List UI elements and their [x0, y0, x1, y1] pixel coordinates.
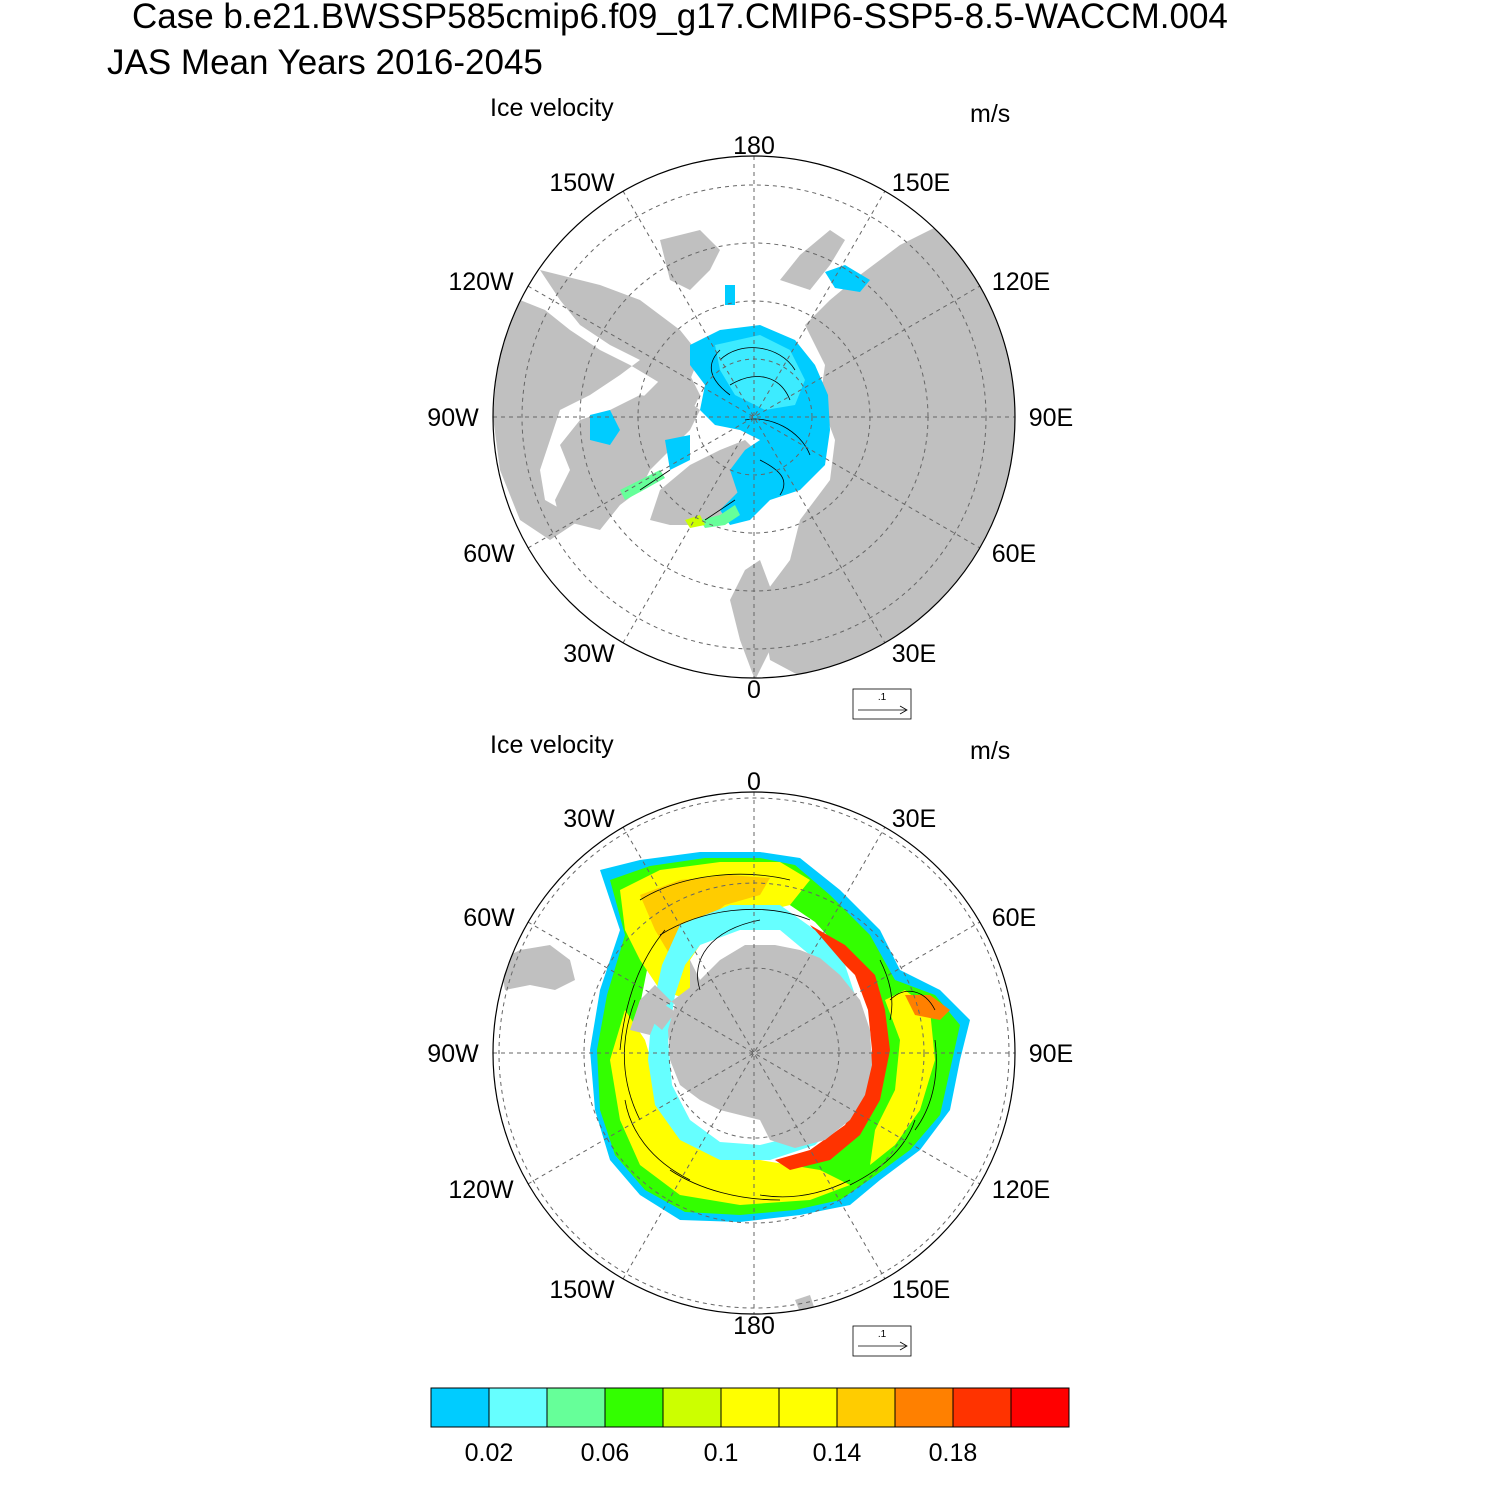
north-lon-label: 60W — [463, 540, 515, 568]
south-lon-label: 180 — [733, 1312, 775, 1340]
colorbar-box — [1010, 1387, 1070, 1428]
south-ice-east-hotspot — [905, 995, 950, 1020]
north-lon-label: 180 — [733, 132, 775, 160]
north-land-north-america — [493, 270, 700, 540]
north-land-scandinavia — [730, 560, 775, 678]
south-graticule — [493, 792, 1015, 1314]
north-lon-label: 120E — [992, 268, 1050, 296]
colorbar-label: 0.1 — [704, 1439, 739, 1467]
north-ice-baffin — [665, 435, 690, 470]
colorbar-box — [894, 1387, 954, 1428]
south-land-south-america — [500, 945, 575, 990]
north-lon-label: 150E — [892, 169, 950, 197]
north-lon-label: 30W — [563, 640, 615, 668]
north-land-alaska — [660, 230, 720, 290]
colorbar-box — [662, 1387, 722, 1428]
north-lon-labels: 180 150E 120E 90E 60E 30E 0 30W 60W 90W … — [427, 132, 1073, 704]
north-graticule — [493, 156, 1015, 678]
south-reference-vector: .1 — [852, 1325, 912, 1357]
north-land-arctic-islands — [640, 375, 700, 420]
north-ice-east-siberian — [825, 265, 870, 292]
north-land-eurasia-east — [760, 225, 1015, 676]
north-lon-label: 0 — [747, 676, 761, 704]
north-map-fields — [493, 156, 1015, 678]
south-lon-label: 30E — [892, 805, 936, 833]
colorbar-box — [836, 1387, 896, 1428]
colorbar-labels: 0.02 0.06 0.1 0.14 0.18 — [465, 1439, 978, 1467]
south-polar-panel: Ice velocity m/s — [427, 731, 1073, 1357]
colorbar-label: 0.18 — [929, 1439, 978, 1467]
north-lon-label: 90W — [427, 404, 479, 432]
colorbar-box — [778, 1387, 838, 1428]
south-lon-label: 150W — [549, 1276, 615, 1304]
north-polar-panel: Ice velocity m/s — [427, 94, 1073, 720]
south-lon-labels: 0 30E 60E 90E 120E 150E 180 150W 120W 90… — [427, 768, 1073, 1340]
colorbar-box — [720, 1387, 780, 1428]
south-panel-units: m/s — [970, 737, 1010, 765]
north-lon-label: 30E — [892, 640, 936, 668]
north-lon-label: 120W — [448, 268, 514, 296]
north-ice-east-greenland-yellow — [685, 515, 705, 528]
north-reference-vector: .1 — [852, 688, 912, 720]
south-ice-ross-yellow — [610, 1010, 850, 1205]
south-map-fields — [493, 792, 1015, 1314]
north-ice-bering — [725, 285, 735, 305]
colorbar-box — [546, 1387, 606, 1428]
colorbar: 0.02 0.06 0.1 0.14 0.18 — [430, 1387, 1070, 1467]
north-ice-baffin-strip — [620, 470, 665, 500]
south-lon-label: 150E — [892, 1276, 950, 1304]
south-ice-coastal-red — [775, 925, 890, 1170]
north-map-frame — [492, 155, 1016, 679]
north-panel-title: Ice velocity — [490, 94, 614, 122]
colorbar-boxes — [430, 1387, 1070, 1428]
north-lon-label: 60E — [992, 540, 1036, 568]
south-map-frame — [492, 791, 1016, 1315]
south-lon-label: 30W — [563, 805, 615, 833]
colorbar-box — [952, 1387, 1012, 1428]
north-panel-units: m/s — [970, 100, 1010, 128]
south-ice-green-ring — [597, 858, 960, 1215]
north-ice-hudson-bay — [590, 410, 620, 445]
south-panel-title: Ice velocity — [490, 731, 614, 759]
south-ref-vector-label: .1 — [878, 1329, 887, 1340]
north-ref-vector-label: .1 — [878, 692, 887, 703]
north-ice-east-greenland-fast — [700, 505, 740, 528]
colorbar-label: 0.06 — [581, 1439, 630, 1467]
north-land-asia-northeast — [780, 230, 845, 290]
colorbar-box — [430, 1387, 490, 1428]
south-ice-indian-yellow — [870, 990, 935, 1165]
south-lon-label: 60W — [463, 904, 515, 932]
south-lon-label: 90E — [1029, 1040, 1073, 1068]
colorbar-box — [488, 1387, 548, 1428]
south-land-antarctic-peninsula — [650, 960, 700, 1030]
south-velocity-vectors — [619, 873, 937, 1201]
south-lon-label: 90W — [427, 1040, 479, 1068]
case-title: Case b.e21.BWSSP585cmip6.f09_g17.CMIP6-S… — [132, 0, 1228, 36]
south-lon-label: 0 — [747, 768, 761, 796]
colorbar-label: 0.02 — [465, 1439, 514, 1467]
north-ice-gyre-lighter — [715, 335, 805, 410]
south-lon-label: 60E — [992, 904, 1036, 932]
north-lon-label: 90E — [1029, 404, 1073, 432]
north-lon-label: 150W — [549, 169, 615, 197]
south-lon-label: 120E — [992, 1176, 1050, 1204]
south-lon-label: 120W — [448, 1176, 514, 1204]
colorbar-box — [604, 1387, 664, 1428]
season-title: JAS Mean Years 2016-2045 — [107, 43, 543, 82]
colorbar-label: 0.14 — [813, 1439, 862, 1467]
